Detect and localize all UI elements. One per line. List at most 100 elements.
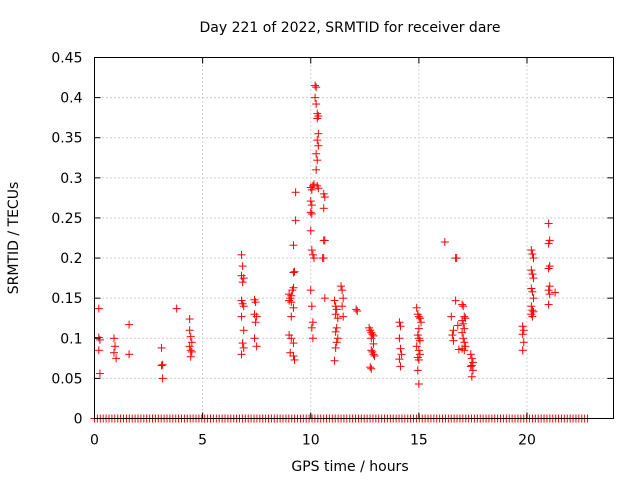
data-point (311, 81, 320, 90)
data-point (308, 250, 317, 259)
data-point (185, 326, 194, 335)
data-point (286, 348, 295, 357)
data-point (396, 344, 405, 353)
data-point (112, 354, 121, 363)
data-point (312, 83, 321, 92)
data-point (528, 250, 537, 259)
data-point (449, 336, 458, 345)
data-point (440, 238, 449, 247)
data-point (412, 303, 421, 312)
data-point (518, 322, 527, 331)
data-point (251, 298, 260, 307)
data-point (306, 226, 315, 235)
y-tick-label: 0.2 (60, 251, 82, 267)
data-point (125, 350, 134, 359)
data-point (527, 302, 536, 311)
data-point (370, 351, 379, 360)
data-point (239, 274, 248, 283)
data-point (332, 323, 341, 332)
data-point (367, 346, 376, 355)
data-point (452, 254, 461, 263)
data-point (313, 136, 322, 145)
data-point (314, 129, 323, 138)
data-point (185, 315, 194, 324)
data-point (332, 338, 341, 347)
data-point (285, 331, 294, 340)
data-point (307, 185, 316, 194)
data-point (307, 201, 316, 210)
data-point (186, 352, 195, 361)
data-point (527, 246, 536, 255)
data-point (312, 165, 321, 174)
data-point (291, 188, 300, 197)
data-point (369, 339, 378, 348)
data-point (332, 305, 341, 314)
data-point (307, 246, 316, 255)
data-point (460, 324, 469, 333)
data-point (289, 339, 298, 348)
data-point (545, 282, 554, 291)
data-point (95, 335, 104, 344)
data-point (544, 286, 553, 295)
data-point (413, 331, 422, 340)
data-point (158, 360, 167, 369)
data-point (415, 350, 424, 359)
data-point (333, 314, 342, 323)
data-point (415, 336, 424, 345)
data-point (307, 209, 316, 218)
x-axis-label: GPS time / hours (291, 459, 408, 475)
data-point (290, 267, 299, 276)
data-point (319, 189, 328, 198)
data-point (309, 180, 318, 189)
data-point (460, 338, 469, 347)
data-point (466, 350, 475, 359)
y-tick-label: 0.05 (51, 371, 82, 387)
x-tick-label: 5 (198, 433, 207, 449)
data-point (289, 351, 298, 360)
data-point (353, 307, 362, 316)
data-point (545, 290, 554, 299)
data-point (289, 241, 298, 250)
x-tick-label: 20 (518, 433, 536, 449)
data-point (460, 312, 469, 321)
data-point (290, 355, 299, 364)
y-axis-label: SRMTID / TECUs (6, 182, 22, 295)
data-point (529, 254, 538, 263)
data-points (94, 81, 560, 389)
data-point (314, 141, 323, 150)
data-point (239, 343, 248, 352)
data-point (237, 312, 246, 321)
data-point (308, 318, 317, 327)
data-point (172, 304, 181, 313)
data-point (459, 302, 468, 311)
data-point (309, 254, 318, 263)
tick-labels: 0 5 10 15 20 0 0.05 0.1 0.15 0.2 0.25 0.3 0.35 0.4 0.4… (51, 51, 536, 449)
data-point (544, 264, 553, 273)
data-point (306, 197, 315, 206)
data-point (337, 282, 346, 291)
data-point (458, 328, 467, 337)
data-point (331, 327, 340, 336)
data-point (338, 302, 347, 311)
data-point (239, 302, 248, 311)
data-point (320, 294, 329, 303)
data-point (312, 100, 321, 109)
data-point (551, 288, 560, 297)
data-point (125, 320, 134, 329)
data-point (239, 326, 248, 335)
data-point (367, 334, 376, 343)
data-point (187, 347, 196, 356)
data-point (544, 300, 553, 309)
data-point (451, 296, 460, 305)
x-tick-label: 15 (410, 433, 428, 449)
data-point (238, 278, 247, 287)
data-point (319, 254, 328, 263)
x-tick-label: 10 (302, 433, 320, 449)
data-point (415, 314, 424, 323)
data-point (454, 345, 463, 354)
data-point (468, 358, 477, 367)
data-point (352, 305, 361, 314)
data-point (367, 364, 376, 373)
data-point (238, 262, 247, 271)
